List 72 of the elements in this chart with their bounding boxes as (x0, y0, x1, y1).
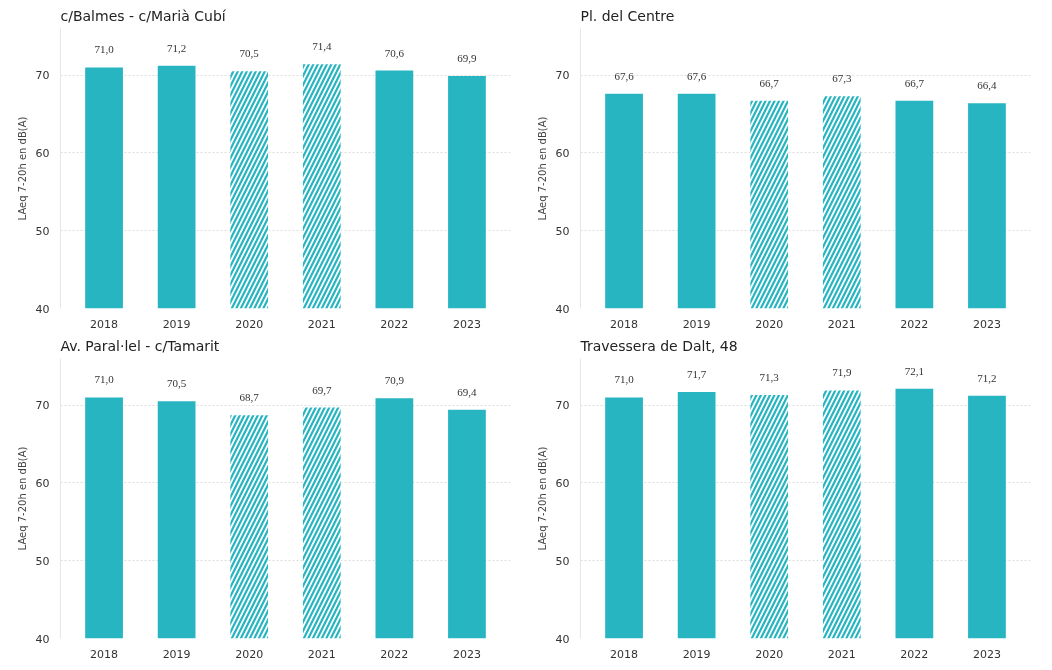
y-tick-label: 50 (555, 224, 570, 238)
data-label: 70,5 (167, 377, 187, 390)
y-tick-label: 50 (35, 224, 50, 238)
data-label: 69,9 (457, 51, 478, 64)
y-tick-label: 50 (555, 554, 570, 568)
x-tick-label: 2023 (972, 317, 1001, 331)
data-label: 71,0 (614, 373, 635, 386)
x-tick-label: 2018 (90, 317, 119, 331)
data-label: 70,9 (384, 374, 405, 387)
y-tick-label: 60 (35, 476, 50, 490)
data-label: 71,9 (832, 366, 852, 379)
data-label: 66,7 (904, 76, 925, 89)
data-label: 71,0 (94, 373, 115, 386)
data-label: 67,6 (687, 69, 707, 82)
y-tick-label: 40 (35, 302, 50, 316)
x-tick-label: 2020 (755, 647, 784, 661)
y-axis-title: LAeq 7-20h en dB(A) (16, 446, 28, 551)
chart-title: Travessera de Dalt, 48 (579, 337, 738, 354)
y-tick-label: 70 (35, 69, 50, 83)
data-label: 71,7 (687, 367, 707, 380)
y-tick-label: 60 (555, 476, 570, 490)
data-label: 71,4 (312, 40, 332, 53)
x-tick-label: 2021 (827, 317, 856, 331)
y-axis-title: LAeq 7-20h en dB(A) (16, 116, 28, 221)
x-tick-label: 2021 (827, 647, 856, 661)
data-label: 71,0 (94, 43, 115, 56)
y-axis-title: LAeq 7-20h en dB(A) (536, 446, 548, 551)
x-tick-label: 2020 (235, 647, 264, 661)
data-label: 70,6 (384, 46, 405, 59)
y-tick-label: 40 (35, 632, 50, 646)
x-tick-label: 2022 (900, 317, 929, 331)
y-tick-label: 50 (35, 554, 50, 568)
y-tick-label: 70 (555, 399, 570, 413)
x-tick-label: 2018 (610, 647, 639, 661)
x-tick-label: 2021 (307, 317, 336, 331)
data-label: 72,1 (904, 364, 924, 377)
x-tick-label: 2022 (380, 317, 409, 331)
x-tick-label: 2023 (452, 317, 481, 331)
data-label: 66,4 (977, 79, 998, 92)
x-tick-label: 2020 (755, 317, 784, 331)
data-label: 67,6 (614, 69, 635, 82)
x-tick-label: 2018 (90, 647, 119, 661)
data-label: 68,7 (239, 391, 260, 404)
data-label: 71,2 (167, 41, 187, 54)
y-tick-label: 60 (555, 146, 570, 160)
x-tick-label: 2023 (972, 647, 1001, 661)
data-label: 66,7 (759, 76, 780, 89)
data-label: 67,3 (832, 72, 852, 85)
chart-title: Pl. del Centre (580, 7, 675, 24)
data-label: 71,2 (977, 371, 997, 384)
data-label: 70,5 (239, 47, 260, 60)
x-tick-label: 2019 (162, 647, 191, 661)
y-tick-label: 60 (35, 146, 50, 160)
data-label: 69,7 (312, 383, 332, 396)
data-label: 71,3 (759, 371, 780, 384)
x-tick-label: 2019 (682, 317, 711, 331)
y-tick-label: 70 (555, 69, 570, 83)
x-tick-label: 2018 (610, 317, 639, 331)
chart-title: Av. Paral·lel - c/Tamarit (60, 337, 220, 354)
y-tick-label: 40 (555, 302, 570, 316)
x-tick-label: 2021 (307, 647, 336, 661)
x-tick-label: 2019 (682, 647, 711, 661)
chart-title: c/Balmes - c/Marià Cubí (60, 7, 227, 24)
x-tick-label: 2022 (900, 647, 929, 661)
x-tick-label: 2020 (235, 317, 264, 331)
y-tick-label: 40 (555, 632, 570, 646)
x-tick-label: 2019 (162, 317, 191, 331)
x-tick-label: 2023 (452, 647, 481, 661)
y-axis-title: LAeq 7-20h en dB(A) (536, 116, 548, 221)
data-label: 69,4 (457, 385, 478, 398)
y-tick-label: 70 (35, 399, 50, 413)
x-tick-label: 2022 (380, 647, 409, 661)
